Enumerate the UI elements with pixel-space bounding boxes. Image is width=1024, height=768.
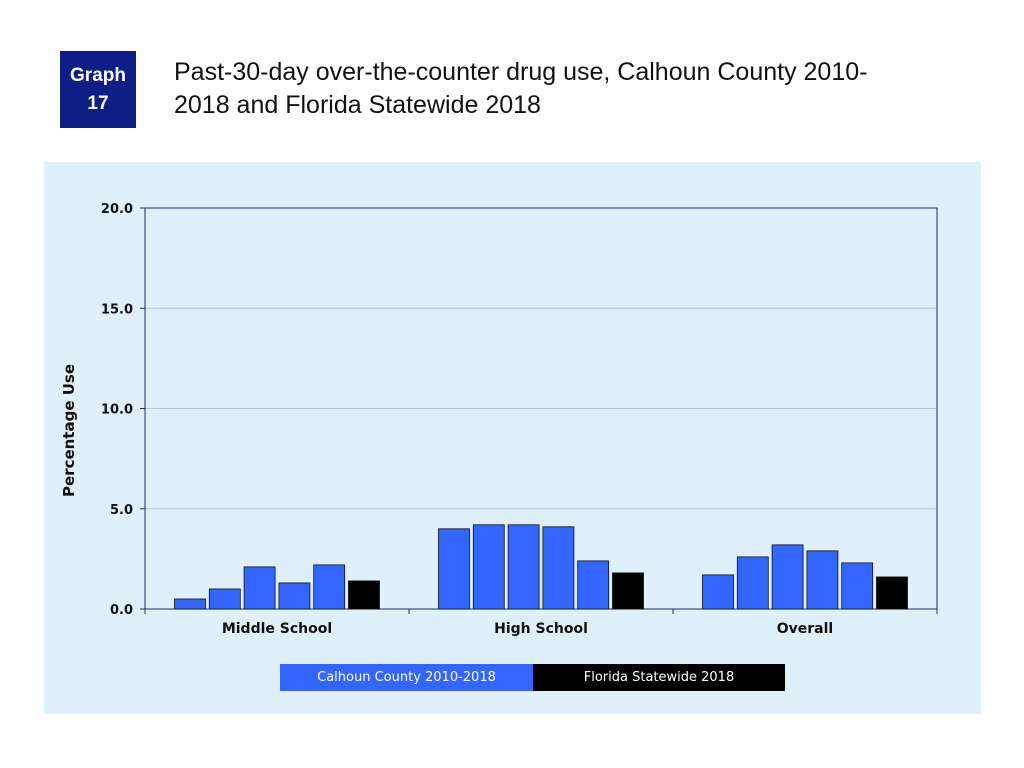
x-category-label: High School [494,621,588,637]
bar [612,572,644,610]
x-category-label: Overall [777,621,833,637]
slide-title-line-2: 2018 and Florida Statewide 2018 [174,91,541,119]
chart-panel: 0.0 5.0 10.0 15.0 20.0 Percentage Use Middle S… [44,162,981,714]
bar [736,556,769,610]
bar [243,566,276,610]
y-tick-label: 15.0 [101,302,133,317]
bar [771,544,804,610]
bar [876,576,908,610]
y-tick-label: 5.0 [110,503,133,518]
y-tick-label: 0.0 [110,603,133,618]
bar [806,550,839,610]
bar [313,564,346,610]
bar [278,582,311,610]
graph-badge-label: Graph [70,64,126,86]
plot-frame [144,207,938,610]
bar [577,560,610,610]
y-axis-label: Percentage Use [60,364,78,497]
bar [438,528,470,610]
bar [472,524,505,610]
bar [542,526,575,610]
bar [174,598,206,610]
y-tick-label: 20.0 [101,202,133,217]
slide-title: Past-30-day over-the-counter drug use, C… [174,56,974,122]
slide-title-line-1: Past-30-day over-the-counter drug use, C… [174,58,868,86]
bar-chart: 0.0 5.0 10.0 15.0 20.0 Percentage Use Middle S… [60,202,938,637]
bar [208,588,241,610]
legend-item-florida: Florida Statewide 2018 [533,664,785,691]
bar [348,580,380,610]
bar [507,524,540,610]
chart-legend: Calhoun County 2010-2018 Florida Statewi… [280,664,785,691]
legend-item-calhoun: Calhoun County 2010-2018 [280,664,533,691]
x-category-label: Middle School [222,621,332,637]
graph-badge-number: 17 [87,92,109,114]
y-tick-label: 10.0 [101,403,133,418]
bar [702,574,734,610]
graph-badge: Graph 17 [60,51,136,128]
bar [841,562,874,610]
